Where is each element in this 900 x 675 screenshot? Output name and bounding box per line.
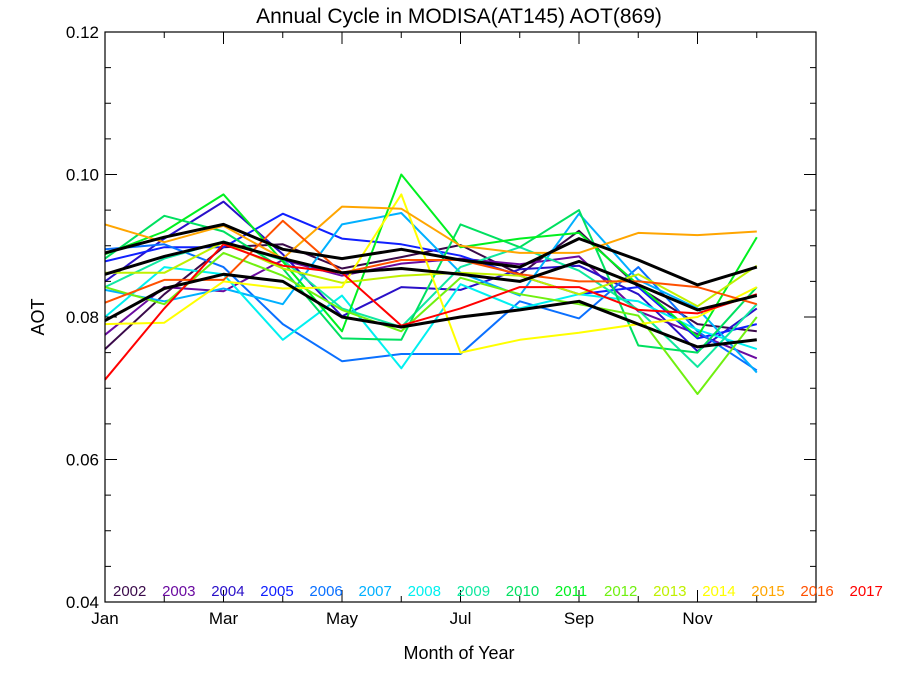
- x-axis-ticks: Jan Mar May Jul Sep Nov: [91, 32, 817, 628]
- legend-entry-2005: 2005: [260, 583, 293, 600]
- x-tick-label: Sep: [564, 609, 594, 628]
- legend-entry-2016: 2016: [800, 583, 833, 600]
- data-lines: [104, 173, 758, 395]
- y-tick-label: 0.10: [66, 166, 99, 185]
- y-axis-label: AOT: [28, 298, 48, 335]
- legend-entry-2013: 2013: [653, 583, 686, 600]
- y-tick-label: 0.12: [66, 23, 99, 42]
- legend-entry-2011: 2011: [555, 583, 587, 600]
- series-line-2006: [104, 243, 758, 372]
- legend-entry-2002: 2002: [113, 583, 146, 600]
- series-line-2008: [104, 266, 758, 370]
- legend-entry-2003: 2003: [162, 583, 195, 600]
- x-tick-label: May: [326, 609, 359, 628]
- y-tick-label: 0.08: [66, 308, 99, 327]
- y-tick-label: 0.06: [66, 451, 99, 470]
- summary-line-2: [104, 240, 758, 312]
- legend-entry-2007: 2007: [359, 583, 392, 600]
- y-axis-ticks: 0.04 0.06 0.08 0.10 0.12: [66, 23, 816, 612]
- legend-entry-2008: 2008: [408, 583, 441, 600]
- legend-entry-2006: 2006: [309, 583, 342, 600]
- series-line-2017: [104, 243, 758, 381]
- legend-entry-2015: 2015: [751, 583, 784, 600]
- x-tick-label: Jul: [450, 609, 472, 628]
- legend-entry-2014: 2014: [702, 583, 735, 600]
- x-axis-label: Month of Year: [403, 643, 514, 663]
- x-tick-label: Mar: [209, 609, 239, 628]
- series-line-2014: [104, 193, 758, 354]
- series-line-2016: [104, 219, 758, 306]
- summary-lines: [104, 222, 758, 349]
- chart-title: Annual Cycle in MODISA(AT145) AOT(869): [256, 5, 662, 28]
- legend: 2002 2003 2004 2005 2006 2007 2008 2009 2010 2011…: [113, 583, 883, 600]
- series-line-2015: [104, 205, 757, 260]
- legend-entry-2009: 2009: [457, 583, 490, 600]
- legend-entry-2012: 2012: [604, 583, 637, 600]
- series-line-2004: [104, 200, 758, 353]
- legend-entry-2017: 2017: [850, 583, 883, 600]
- legend-entry-2010: 2010: [506, 583, 539, 600]
- y-tick-label: 0.04: [66, 593, 99, 612]
- x-tick-label: Nov: [682, 609, 713, 628]
- x-tick-label: Jan: [91, 609, 118, 628]
- plot-area: Jan Mar May Jul Sep Nov 0.04 0.06 0.08 0.10 0.12: [66, 23, 817, 628]
- series-line-2011: [104, 173, 758, 338]
- summary-line-1: [104, 222, 758, 287]
- legend-entry-2004: 2004: [211, 583, 244, 600]
- summary-line-3: [104, 272, 757, 349]
- series-line-2007: [104, 212, 758, 374]
